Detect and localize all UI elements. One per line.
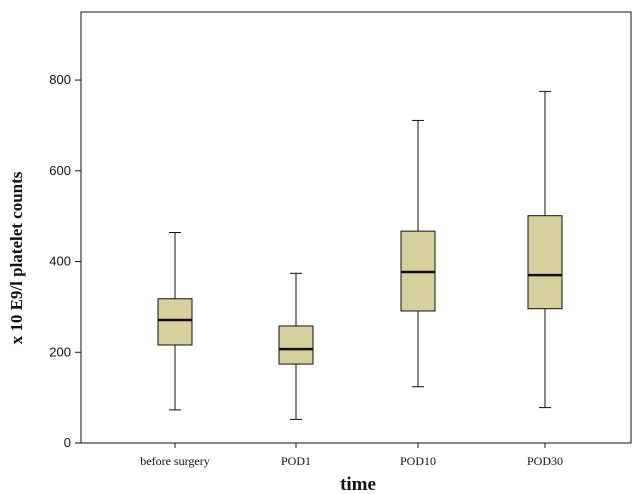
y-tick-label: 800 — [49, 72, 71, 87]
y-axis: 0 200 400 600 800 — [49, 72, 81, 450]
box-2 — [278, 272, 314, 420]
y-tick-label: 200 — [49, 344, 71, 359]
y-tick-label: 0 — [64, 435, 71, 450]
iqr-box — [278, 325, 314, 365]
x-tick-label: before surgery — [140, 454, 209, 468]
plot-area — [80, 11, 632, 444]
y-tick-label: 400 — [49, 254, 71, 269]
box-1 — [157, 231, 193, 411]
y-tick-label: 600 — [49, 163, 71, 178]
plot-border — [80, 11, 632, 444]
box-4 — [527, 90, 563, 409]
y-axis-title: x 10 E9/l platelet counts — [7, 171, 26, 344]
x-tick-label: POD1 — [281, 454, 311, 468]
box-3 — [400, 119, 436, 388]
x-axis: before surgery POD1 POD10 POD30 — [140, 443, 563, 468]
iqr-box — [527, 215, 563, 310]
iqr-box — [157, 298, 193, 346]
x-tick-label: POD30 — [527, 454, 563, 468]
x-axis-title: time — [340, 474, 376, 494]
boxes — [157, 90, 563, 420]
x-tick-label: POD10 — [400, 454, 436, 468]
